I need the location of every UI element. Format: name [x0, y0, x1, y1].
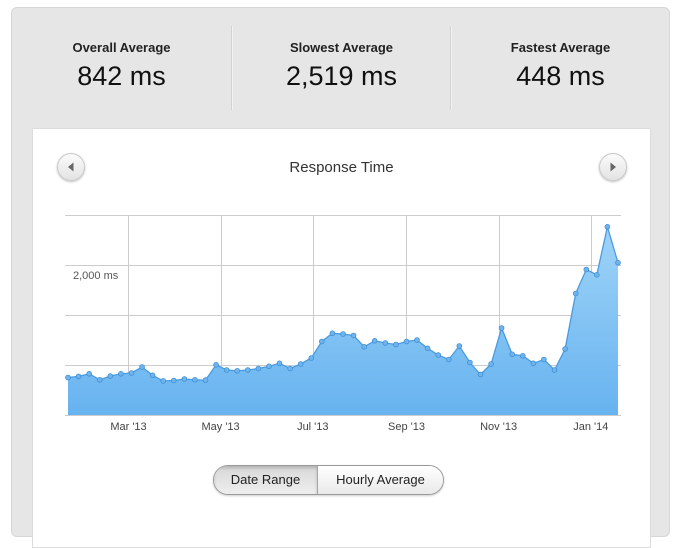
stat-value: 842 ms	[77, 61, 166, 91]
view-toggle: Date Range Hourly Average	[213, 465, 444, 495]
stats-row: Overall Average 842 ms Slowest Average 2…	[12, 8, 669, 126]
prev-button[interactable]	[57, 153, 85, 181]
data-point	[361, 344, 368, 350]
data-point	[445, 356, 452, 363]
x-tick-label: Jan '14	[573, 421, 608, 433]
data-point	[75, 373, 82, 380]
data-point	[181, 376, 188, 382]
stat-label: Overall Average	[72, 40, 171, 55]
data-point	[192, 377, 198, 383]
stat-divider	[450, 26, 452, 110]
data-point	[308, 355, 315, 361]
data-point	[171, 377, 177, 384]
stat-label: Slowest Average	[289, 40, 394, 55]
response-time-chart: 2,000 ms Mar '13 May '13 Jul '13 Sep '13 Nov …	[65, 215, 621, 433]
data-point	[604, 224, 611, 230]
data-point	[593, 272, 600, 278]
x-tick-label: May '13	[202, 421, 240, 433]
chart-title: Response Time	[289, 159, 394, 176]
data-point	[393, 341, 399, 348]
data-point	[329, 330, 336, 337]
data-point	[541, 356, 547, 363]
data-point	[551, 367, 558, 373]
data-point	[477, 371, 484, 378]
stat-divider	[231, 26, 233, 110]
data-point	[340, 331, 346, 337]
chevron-left-icon	[68, 162, 74, 172]
data-point	[128, 370, 135, 376]
data-point	[86, 371, 92, 377]
y-tick-label: 2,000 ms	[73, 270, 119, 282]
data-point	[615, 260, 621, 266]
data-point	[403, 338, 410, 345]
data-point	[276, 360, 283, 367]
response-time-panel: Overall Average 842 ms Slowest Average 2…	[11, 7, 670, 548]
data-point	[213, 362, 219, 368]
data-point	[245, 367, 251, 373]
data-point	[287, 365, 293, 372]
data-point	[149, 372, 156, 379]
data-point	[266, 363, 272, 370]
data-point	[118, 371, 124, 377]
x-tick-label: Mar '13	[110, 421, 146, 433]
data-point	[318, 338, 325, 345]
data-point	[297, 361, 304, 367]
data-point	[467, 359, 473, 366]
stat-value: 2,519 ms	[285, 61, 398, 91]
data-point	[509, 351, 516, 358]
stat-label: Fastest Average	[510, 40, 611, 55]
data-point	[234, 368, 241, 374]
data-point	[223, 367, 230, 373]
chart-card: Response Time 2,000 ms Mar '13 May '13 Jul …	[32, 128, 651, 548]
data-point	[65, 374, 71, 381]
data-point	[255, 365, 262, 372]
data-point	[498, 325, 505, 331]
data-point	[488, 361, 494, 367]
data-point	[160, 378, 166, 384]
x-tick-label: Nov '13	[480, 421, 517, 433]
series-area	[68, 226, 618, 415]
data-point	[350, 332, 357, 339]
x-tick-label: Jul '13	[297, 421, 328, 433]
data-point	[414, 337, 420, 343]
data-point	[572, 290, 579, 297]
stat-value: 448 ms	[516, 61, 605, 91]
data-point	[519, 353, 526, 359]
chevron-right-icon	[610, 162, 616, 172]
x-tick-label: Sep '13	[388, 421, 425, 433]
data-point	[371, 338, 378, 344]
fastest-average-stat: Fastest Average 448 ms	[451, 26, 670, 110]
data-point	[382, 340, 389, 346]
data-point	[530, 360, 537, 367]
data-point	[456, 343, 463, 349]
hourly-average-button[interactable]: Hourly Average	[318, 466, 443, 494]
data-point	[107, 373, 114, 379]
data-point	[139, 364, 145, 370]
data-point	[97, 377, 103, 383]
date-range-button[interactable]: Date Range	[214, 466, 318, 494]
data-point	[424, 345, 431, 352]
data-point	[583, 266, 590, 273]
data-point	[435, 352, 442, 358]
overall-average-stat: Overall Average 842 ms	[12, 26, 231, 110]
next-button[interactable]	[599, 153, 627, 181]
slowest-average-stat: Slowest Average 2,519 ms	[232, 26, 451, 110]
data-point	[562, 346, 568, 352]
data-point	[202, 377, 209, 383]
